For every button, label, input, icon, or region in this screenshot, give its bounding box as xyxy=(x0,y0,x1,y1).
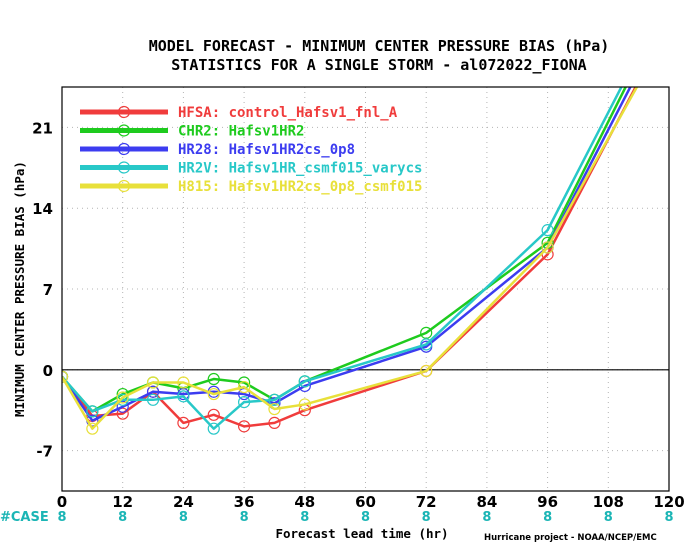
case-count-row: 8 8 8 8 8 8 8 8 8 8 8 xyxy=(57,510,673,525)
data-point-marker xyxy=(116,407,129,420)
case-count: 8 xyxy=(57,510,66,525)
y-tick-label: 14 xyxy=(32,200,53,218)
legend-entry-label: CHR2: Hafsv1HR2 xyxy=(178,124,304,140)
data-point-marker xyxy=(146,385,160,398)
x-axis-label: Forecast lead time (hr) xyxy=(275,526,448,541)
data-point-marker xyxy=(420,338,433,351)
data-point-marker xyxy=(116,400,129,413)
legend-marker xyxy=(117,179,131,193)
x-tick-label: 108 xyxy=(593,493,624,511)
x-tick-label: 84 xyxy=(476,493,497,511)
y-tick-labels: -7 0 7 14 21 xyxy=(32,119,53,460)
data-point-marker xyxy=(207,408,220,421)
x-tick-label: 72 xyxy=(416,493,437,511)
legend-marker xyxy=(117,105,131,119)
data-point-marker xyxy=(207,372,220,386)
data-point-marker xyxy=(177,416,190,429)
legend-marker xyxy=(117,124,131,137)
y-tick-label: 0 xyxy=(43,362,53,380)
case-count: 8 xyxy=(664,510,673,525)
legend-entry-label: HR2V: Hafsv1HR_csmf015_varycs xyxy=(178,161,422,177)
chart-title: MODEL FORECAST - MINIMUM CENTER PRESSURE… xyxy=(149,37,610,55)
data-point-marker xyxy=(86,422,99,435)
x-tick-label: 120 xyxy=(653,493,684,511)
credit-text: Hurricane project - NOAA/NCEP/EMC xyxy=(484,533,657,542)
series-5 xyxy=(62,87,639,435)
case-count: 8 xyxy=(604,510,613,525)
series-line xyxy=(62,87,639,430)
legend-entry-label: HR28: Hafsv1HR2cs_0p8 xyxy=(178,142,355,158)
case-count: 8 xyxy=(422,510,431,525)
case-count: 8 xyxy=(179,510,188,525)
case-count: 8 xyxy=(118,510,127,525)
data-point-marker xyxy=(177,390,190,403)
series-1 xyxy=(62,87,638,433)
data-point-marker xyxy=(86,405,99,418)
data-point-marker xyxy=(62,370,69,383)
x-tick-label: 24 xyxy=(173,493,194,511)
y-axis-label: MINIMUM CENTER PRESSURE BIAS (hPa) xyxy=(12,161,27,417)
case-count: 8 xyxy=(361,510,370,525)
data-point-marker xyxy=(238,381,251,394)
data-point-marker xyxy=(177,376,190,389)
case-count: 8 xyxy=(240,510,249,525)
data-point-marker xyxy=(541,224,554,237)
data-point-marker xyxy=(146,393,160,406)
case-count: 8 xyxy=(482,510,491,525)
legend-marker xyxy=(117,161,131,174)
x-tick-label: 60 xyxy=(355,493,376,511)
data-point-marker xyxy=(238,396,251,409)
legend: HFSA: control_Hafsv1_fnl_A CHR2: Hafsv1HR… xyxy=(80,105,422,195)
chart-subtitle: STATISTICS FOR A SINGLE STORM - al072022… xyxy=(171,56,586,74)
x-tick-label: 48 xyxy=(294,493,315,511)
data-point-marker xyxy=(116,391,129,404)
data-point-marker xyxy=(298,398,311,411)
case-count: 8 xyxy=(300,510,309,525)
y-tick-label: -7 xyxy=(36,443,53,461)
plot-frame xyxy=(61,86,670,492)
data-point-marker xyxy=(541,241,554,254)
x-tick-label: 12 xyxy=(112,493,133,511)
data-point-marker xyxy=(207,387,220,401)
series-layer xyxy=(62,87,639,435)
x-tick-label: 96 xyxy=(537,493,558,511)
data-point-marker xyxy=(268,402,281,416)
x-tick-label: 36 xyxy=(234,493,255,511)
x-tick-labels: 0 12 24 36 48 60 72 84 96 108 120 xyxy=(57,493,685,511)
y-tick-label: 21 xyxy=(32,119,53,137)
data-point-marker xyxy=(146,376,160,389)
case-row-label: #CASE xyxy=(0,510,49,525)
case-count: 8 xyxy=(543,510,552,525)
y-tick-label: 7 xyxy=(43,281,53,299)
x-tick-label: 0 xyxy=(57,493,67,511)
data-point-marker xyxy=(238,420,251,433)
legend-entry-label: H815: Hafsv1HR2cs_0p8_csmf015 xyxy=(178,179,422,195)
data-point-marker xyxy=(298,375,311,388)
legend-marker xyxy=(117,142,131,156)
legend-entry-label: HFSA: control_Hafsv1_fnl_A xyxy=(178,105,398,121)
data-point-marker xyxy=(420,364,433,378)
data-point-marker xyxy=(268,416,281,429)
data-point-marker xyxy=(207,422,220,435)
data-point-marker xyxy=(268,393,281,406)
